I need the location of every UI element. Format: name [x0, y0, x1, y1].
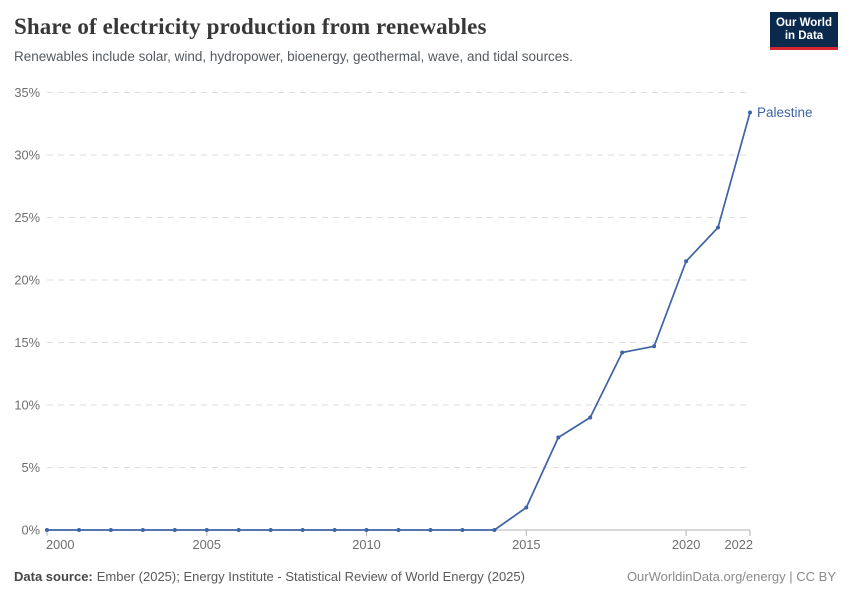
- data-point: [556, 435, 561, 440]
- page-title: Share of electricity production from ren…: [14, 14, 487, 39]
- x-axis-label: 2010: [352, 537, 380, 552]
- x-axis-label: 2000: [46, 537, 74, 552]
- data-point: [332, 528, 337, 532]
- data-point: [652, 344, 657, 349]
- data-point: [460, 528, 465, 532]
- data-source-label: Data source:: [14, 569, 93, 584]
- data-point: [236, 528, 241, 532]
- y-axis-label: 25%: [14, 210, 40, 225]
- data-point: [492, 528, 497, 532]
- x-axis-label: 2015: [512, 537, 540, 552]
- data-point: [524, 505, 529, 510]
- license-note: OurWorldinData.org/energy | CC BY: [626, 569, 836, 584]
- owid-logo-line2: in Data: [784, 29, 824, 42]
- series-label: Palestine: [757, 105, 813, 120]
- data-point: [140, 528, 145, 532]
- data-point: [108, 528, 113, 532]
- data-point: [620, 350, 625, 355]
- y-axis-label: 5%: [22, 460, 41, 475]
- data-point: [268, 528, 273, 532]
- data-source-text: Ember (2025); Energy Institute - Statist…: [96, 569, 525, 584]
- owid-logo: Our World in Data: [770, 12, 838, 50]
- y-axis-label: 35%: [14, 85, 40, 100]
- chart-subtitle: Renewables include solar, wind, hydropow…: [14, 49, 573, 64]
- y-axis-label: 10%: [14, 398, 40, 413]
- owid-logo-line1: Our World: [775, 16, 832, 29]
- data-point: [748, 110, 752, 115]
- y-axis-label: 30%: [14, 148, 40, 163]
- x-axis-label: 2022: [725, 537, 753, 552]
- x-axis-label: 2005: [193, 537, 221, 552]
- data-point: [716, 225, 720, 230]
- data-point: [300, 528, 305, 532]
- data-point: [364, 528, 369, 532]
- data-point: [396, 528, 401, 532]
- x-axis-label: 2020: [672, 537, 700, 552]
- y-axis-label: 0%: [22, 523, 41, 538]
- data-point: [77, 528, 81, 532]
- data-point: [204, 528, 209, 532]
- y-axis-label: 15%: [14, 335, 40, 350]
- data-point: [172, 528, 177, 532]
- y-axis-label: 20%: [14, 273, 40, 288]
- data-point: [45, 528, 49, 532]
- data-point: [428, 528, 433, 532]
- data-point: [684, 259, 689, 264]
- data-point: [588, 415, 593, 420]
- data-source-note: Data source: Ember (2025); Energy Institu…: [14, 569, 525, 584]
